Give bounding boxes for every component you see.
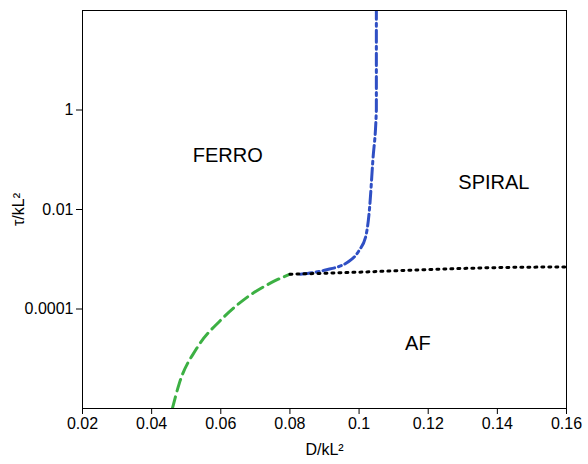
svg-text:τ/kL²: τ/kL² [10,192,27,226]
svg-text:0.12: 0.12 [413,415,444,432]
svg-text:0.08: 0.08 [274,415,305,432]
svg-text:1: 1 [65,101,74,118]
svg-text:0.06: 0.06 [205,415,236,432]
svg-text:0.0001: 0.0001 [25,300,74,317]
svg-text:0.14: 0.14 [482,415,513,432]
svg-text:0.01: 0.01 [42,201,73,218]
svg-text:0.1: 0.1 [348,415,370,432]
svg-text:SPIRAL: SPIRAL [458,171,529,193]
svg-text:0.04: 0.04 [136,415,167,432]
svg-text:FERRO: FERRO [193,144,263,166]
svg-text:D/kL²: D/kL² [305,441,344,458]
svg-text:0.02: 0.02 [67,415,98,432]
svg-text:0.16: 0.16 [551,415,582,432]
svg-text:AF: AF [405,332,431,354]
